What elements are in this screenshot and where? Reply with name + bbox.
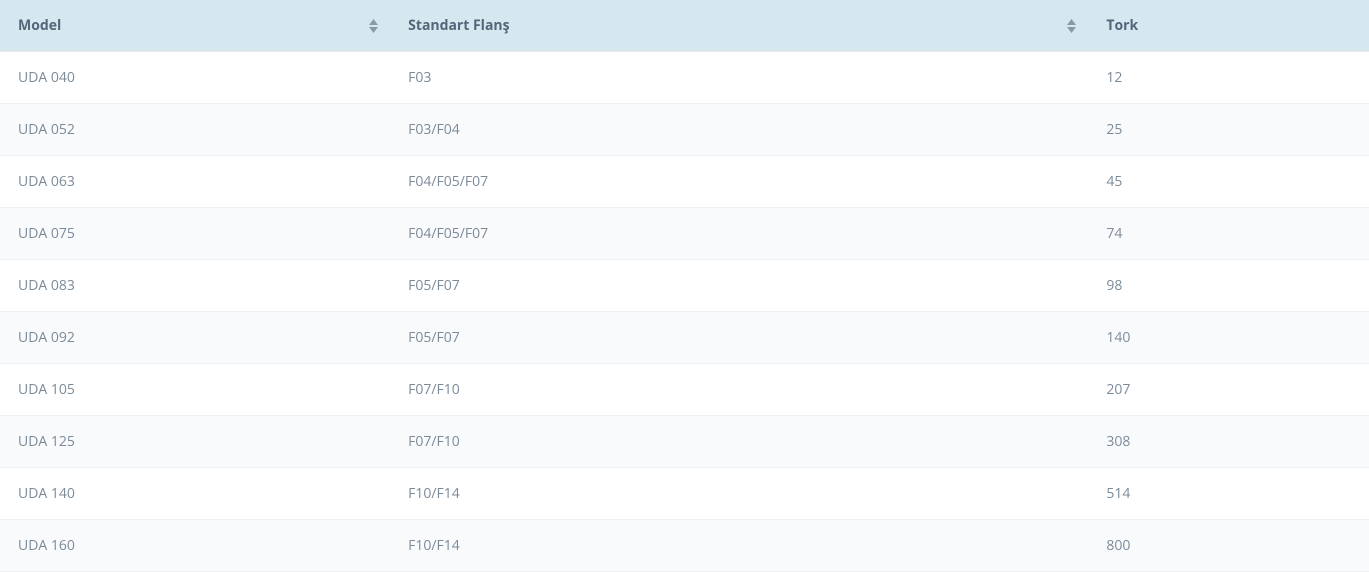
cell-flange: F05/F07 (390, 312, 1088, 364)
column-header-label: Model (18, 16, 61, 35)
cell-model: UDA 063 (0, 156, 390, 208)
table-row: UDA 140F10/F14514 (0, 468, 1369, 520)
cell-model: UDA 125 (0, 416, 390, 468)
sort-icon (369, 19, 378, 33)
cell-tork: 207 (1088, 364, 1369, 416)
table-row: UDA 105F07/F10207 (0, 364, 1369, 416)
cell-tork: 12 (1088, 52, 1369, 104)
column-header-label: Standart Flanş (408, 16, 509, 35)
column-header-tork: Tork (1088, 0, 1369, 52)
data-table: ModelStandart FlanşTork UDA 040F0312UDA … (0, 0, 1369, 572)
table-row: UDA 092F05/F07140 (0, 312, 1369, 364)
cell-tork: 25 (1088, 104, 1369, 156)
sort-icon (1067, 19, 1076, 33)
cell-flange: F03 (390, 52, 1088, 104)
table-header: Model Standart Flanş Tork (0, 0, 1369, 52)
table-row: UDA 083F05/F0798 (0, 260, 1369, 312)
cell-flange: F10/F14 (390, 468, 1088, 520)
cell-flange: F03/F04 (390, 104, 1088, 156)
cell-flange: F07/F10 (390, 416, 1088, 468)
table-row: UDA 052F03/F0425 (0, 104, 1369, 156)
cell-model: UDA 052 (0, 104, 390, 156)
cell-model: UDA 160 (0, 520, 390, 572)
cell-model: UDA 040 (0, 52, 390, 104)
table-row: UDA 040F0312 (0, 52, 1369, 104)
cell-flange: F04/F05/F07 (390, 208, 1088, 260)
cell-model: UDA 105 (0, 364, 390, 416)
column-header-label: Tork (1106, 16, 1138, 35)
cell-tork: 98 (1088, 260, 1369, 312)
cell-tork: 308 (1088, 416, 1369, 468)
cell-flange: F07/F10 (390, 364, 1088, 416)
column-header-model[interactable]: Model (0, 0, 390, 52)
cell-tork: 514 (1088, 468, 1369, 520)
table-row: UDA 063F04/F05/F0745 (0, 156, 1369, 208)
table-row: UDA 160F10/F14800 (0, 520, 1369, 572)
table-body: UDA 040F0312UDA 052F03/F0425UDA 063F04/F… (0, 52, 1369, 572)
column-header-flange[interactable]: Standart Flanş (390, 0, 1088, 52)
cell-tork: 45 (1088, 156, 1369, 208)
cell-flange: F05/F07 (390, 260, 1088, 312)
cell-model: UDA 075 (0, 208, 390, 260)
cell-tork: 140 (1088, 312, 1369, 364)
cell-tork: 800 (1088, 520, 1369, 572)
cell-model: UDA 083 (0, 260, 390, 312)
cell-model: UDA 092 (0, 312, 390, 364)
table-header-row: Model Standart Flanş Tork (0, 0, 1369, 52)
table-row: UDA 125F07/F10308 (0, 416, 1369, 468)
cell-model: UDA 140 (0, 468, 390, 520)
cell-tork: 74 (1088, 208, 1369, 260)
table-row: UDA 075F04/F05/F0774 (0, 208, 1369, 260)
cell-flange: F04/F05/F07 (390, 156, 1088, 208)
cell-flange: F10/F14 (390, 520, 1088, 572)
